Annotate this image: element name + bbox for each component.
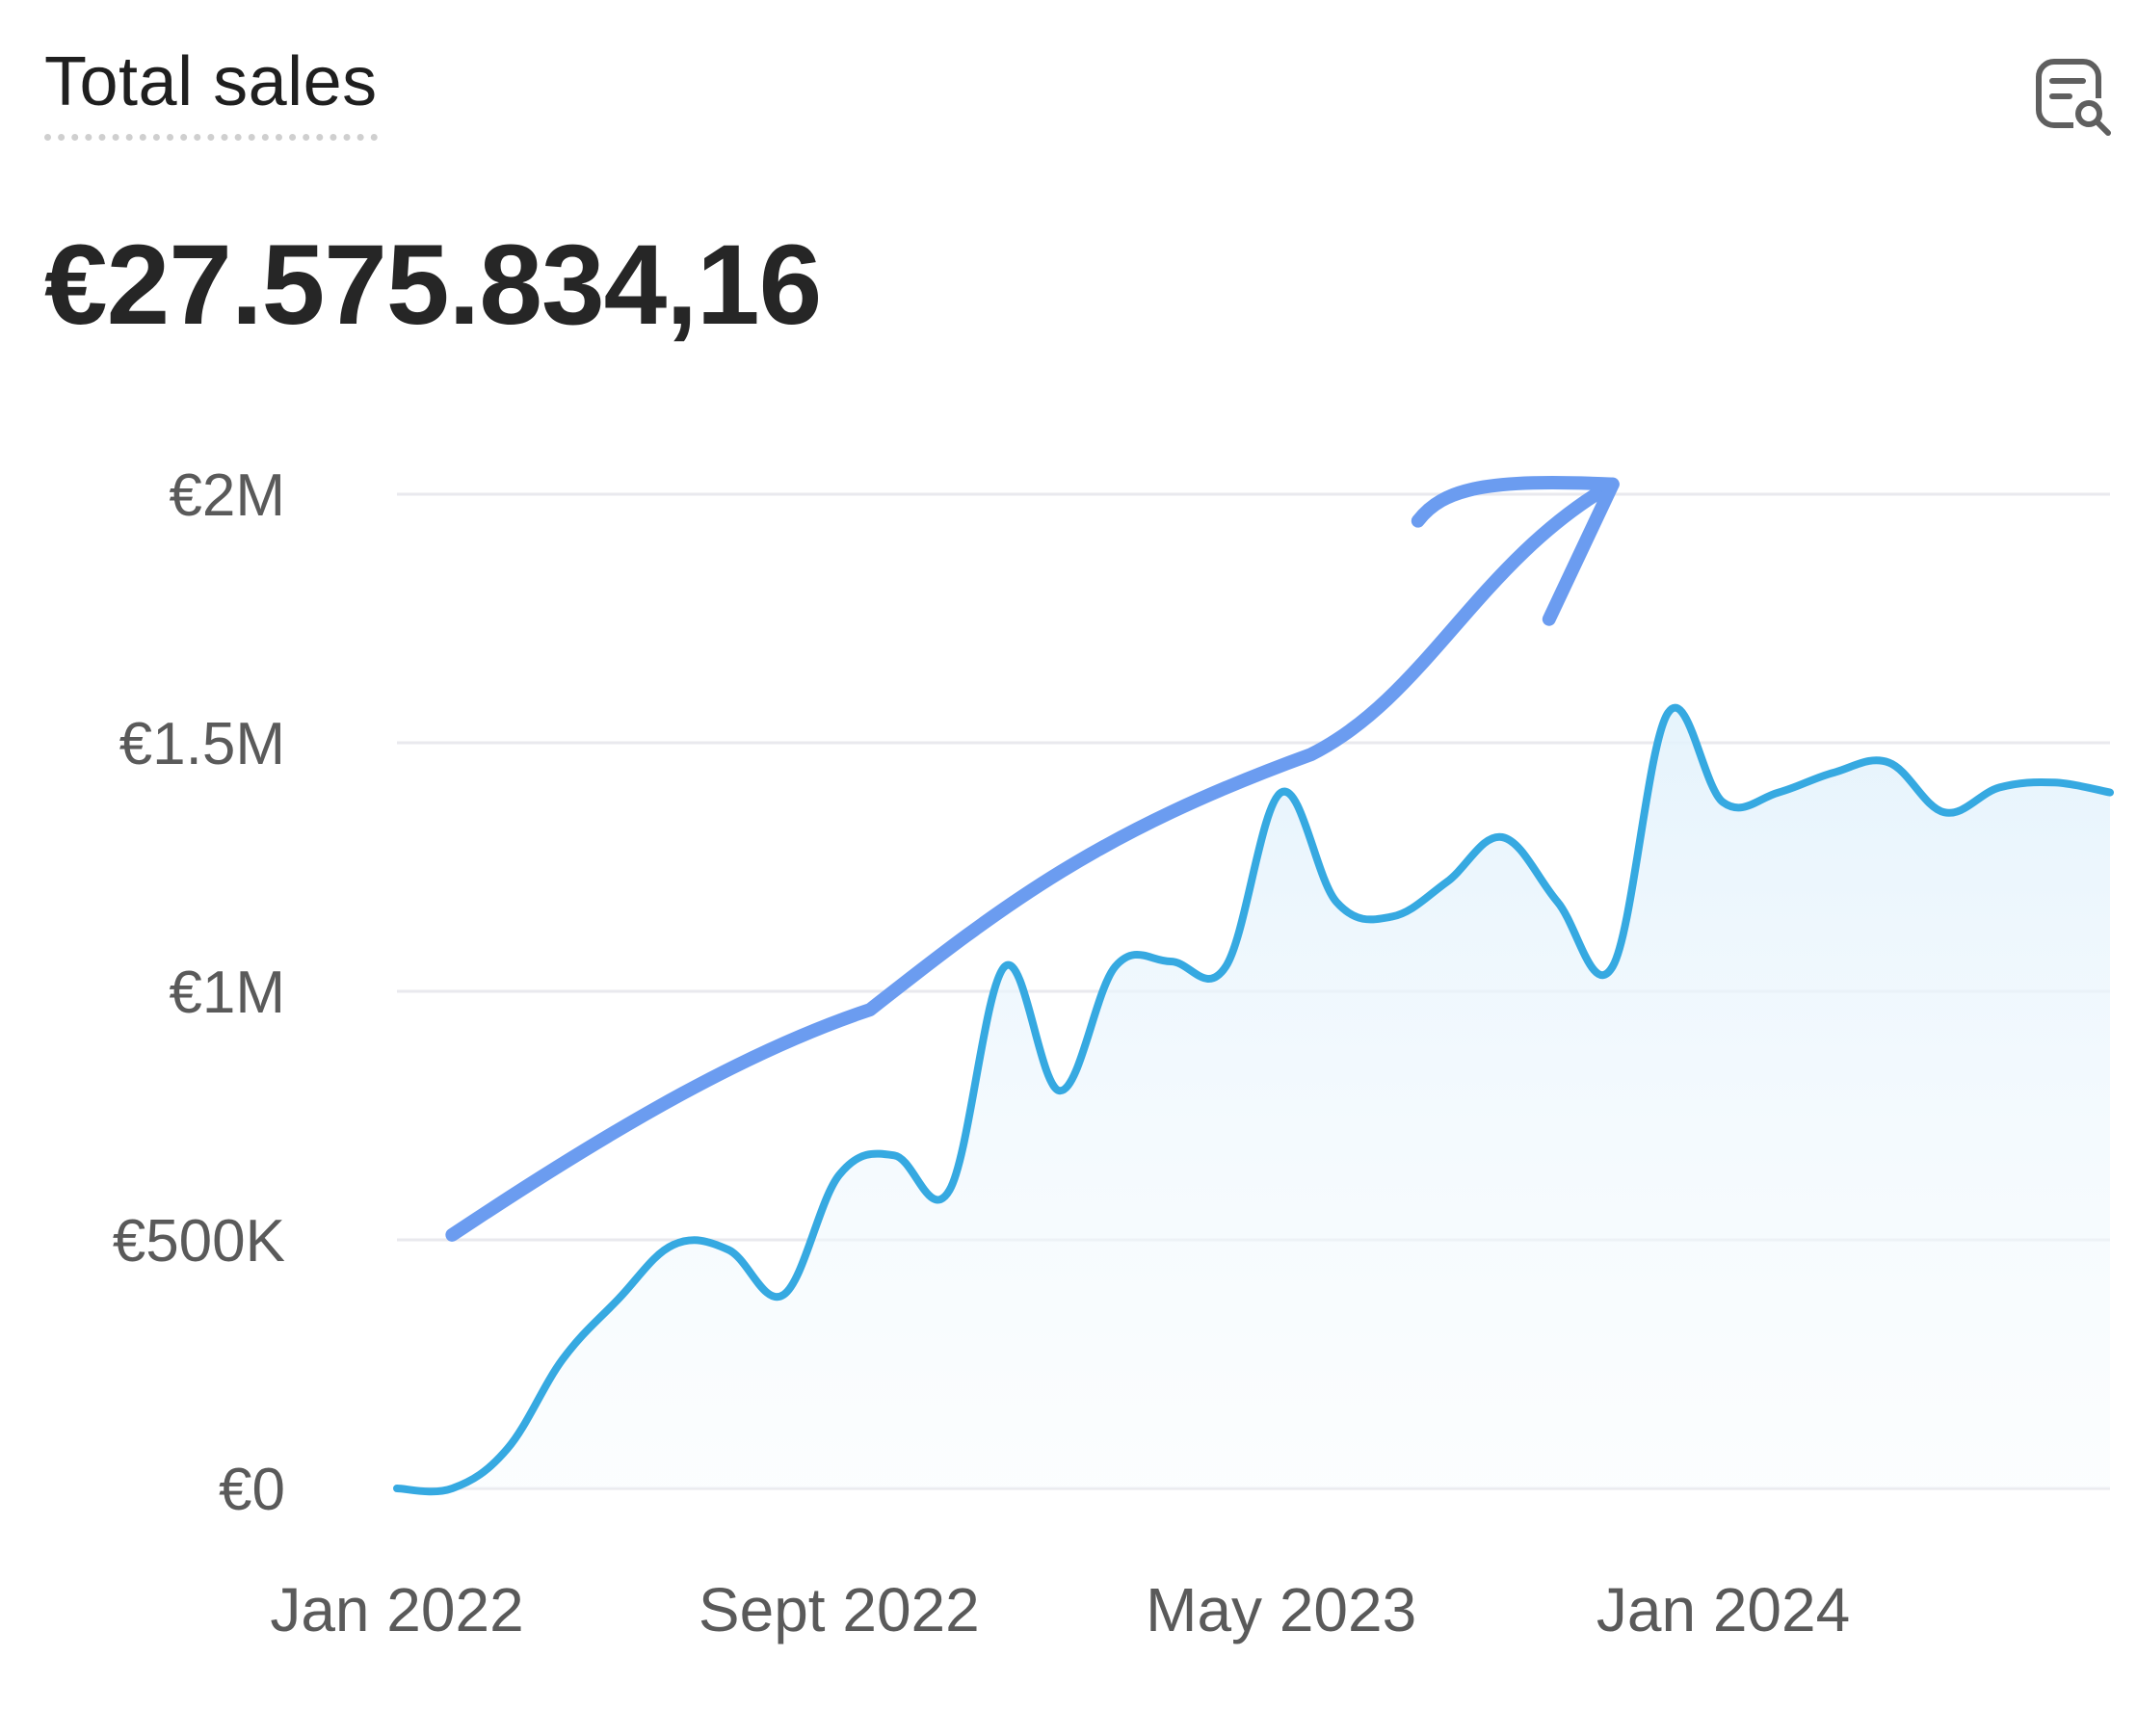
- data-point-2023-10: [1547, 892, 1567, 911]
- sales-series-line[interactable]: [393, 703, 2114, 1496]
- data-point-2022-10: [884, 1145, 904, 1165]
- data-point-2023-03: [1161, 952, 1180, 971]
- data-point-2023-02: [1106, 957, 1125, 976]
- trend-arrow-head: [1411, 476, 1620, 626]
- y-tick-label: €0: [219, 1457, 285, 1523]
- data-point-2024-07: [2045, 773, 2065, 792]
- x-axis: Jan 2022 Sept 2022 May 2023 Jan 2024: [270, 1575, 1850, 1644]
- x-tick-label: Jan 2022: [270, 1575, 523, 1644]
- data-point-2023-07: [1382, 907, 1401, 927]
- data-point-2023-08: [1438, 872, 1457, 891]
- data-point-2022-01: [387, 1479, 407, 1498]
- data-point-2022-05: [608, 1290, 627, 1309]
- data-point-2024-03: [1824, 763, 1843, 782]
- data-point-2023-06: [1327, 892, 1346, 911]
- data-point-2023-05: [1272, 783, 1291, 802]
- chart-title[interactable]: Total sales: [44, 43, 378, 142]
- data-point-2022-03: [498, 1439, 517, 1459]
- sales-area-fill: [397, 707, 2110, 1492]
- x-tick-label: May 2023: [1146, 1575, 1416, 1644]
- data-point-2024-05: [1935, 802, 1954, 822]
- y-tick-label: €1M: [169, 960, 285, 1026]
- data-point-2023-04: [1216, 957, 1235, 976]
- x-tick-label: Sept 2022: [699, 1575, 980, 1644]
- data-point-2022-07: [719, 1240, 738, 1259]
- data-point-2022-09: [830, 1166, 849, 1185]
- trend-annotation: [445, 476, 1620, 1242]
- chart-search-icon[interactable]: [2033, 56, 2116, 139]
- data-point-2023-11: [1603, 957, 1623, 976]
- data-point-2024-04: [1880, 753, 1899, 773]
- data-point-2022-06: [664, 1235, 683, 1254]
- trend-arrow-shaft: [445, 477, 1620, 1242]
- data-point-2024-08: [2100, 783, 2120, 802]
- data-point-2024-02: [1769, 783, 1788, 802]
- y-tick-label: €1.5M: [119, 711, 285, 777]
- data-point-2022-02: [442, 1479, 462, 1498]
- data-point-2023-09: [1492, 828, 1512, 847]
- data-point-2022-11: [940, 1180, 960, 1199]
- data-point-2022-08: [774, 1285, 793, 1304]
- data-point-2022-04: [553, 1350, 572, 1369]
- y-tick-label: €500K: [113, 1208, 285, 1275]
- data-point-2023-12: [1658, 703, 1677, 723]
- x-tick-label: Jan 2024: [1596, 1575, 1850, 1644]
- data-point-2023-01: [1050, 1081, 1069, 1100]
- data-point-2022-12: [995, 957, 1015, 976]
- data-point-2024-06: [1990, 777, 2009, 797]
- total-sales-value: €27.575.834,16: [44, 222, 822, 349]
- y-axis: €0 €500K €1M €1.5M €2M: [113, 462, 285, 1523]
- data-point-2024-01: [1714, 793, 1733, 812]
- y-tick-label: €2M: [169, 462, 285, 529]
